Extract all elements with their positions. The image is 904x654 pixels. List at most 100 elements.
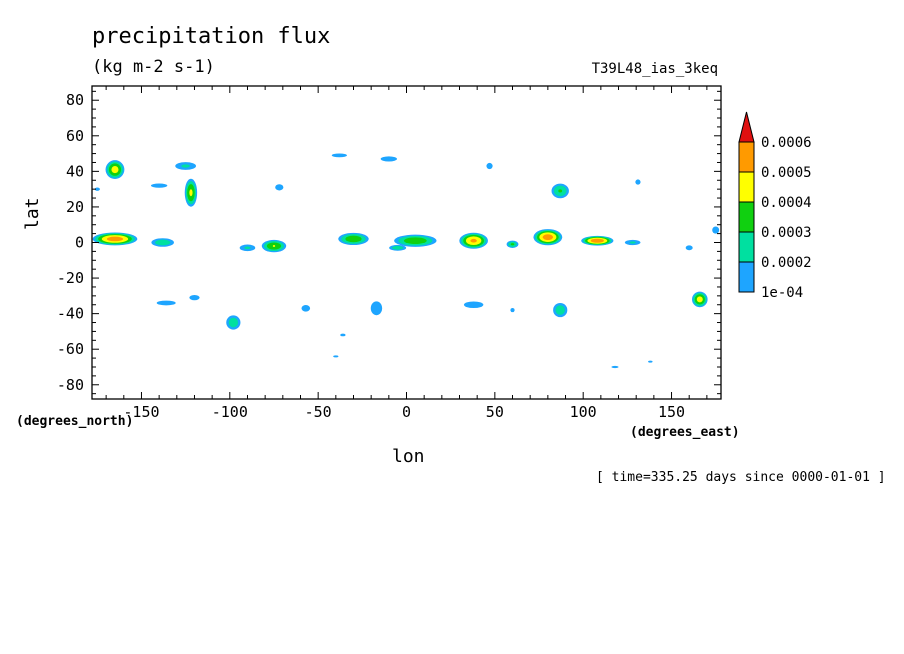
contour-level-5: [590, 238, 604, 243]
precip-cell: [712, 226, 720, 234]
contour-level-1: [463, 301, 484, 309]
precip-cell: [105, 160, 125, 179]
precip-cell: [156, 300, 176, 306]
colorbar-overflow-arrow: [738, 111, 755, 143]
precip-cell: [239, 244, 256, 252]
contour-level-1: [150, 183, 168, 188]
precip-cell: [338, 232, 369, 246]
precip-cell: [150, 183, 168, 188]
contour-level-3: [558, 189, 563, 193]
chart-units-subtitle: (kg m-2 s-1): [92, 57, 215, 77]
x-tick-label: 100: [570, 403, 597, 421]
y-tick-label: -40: [57, 305, 84, 323]
contour-level-4: [272, 245, 276, 248]
precip-cell: [510, 307, 515, 313]
x-tick-label: 150: [658, 403, 685, 421]
contour-level-1: [510, 307, 515, 313]
y-tick-label: -20: [57, 269, 84, 287]
colorbar-segment: [738, 141, 755, 173]
colorbar-segment: [738, 171, 755, 203]
x-tick-label: -150: [123, 403, 159, 421]
x-tick-label: 50: [486, 403, 504, 421]
y-tick-label: 60: [66, 127, 84, 145]
y-tick-label: 80: [66, 91, 84, 109]
y-tick-label: -80: [57, 376, 84, 394]
precip-cell: [581, 235, 614, 246]
contour-level-1: [301, 305, 311, 312]
contour-level-3: [510, 243, 515, 246]
contour-level-2: [244, 246, 251, 250]
contour-level-1: [340, 333, 346, 337]
contour-level-1: [94, 187, 100, 191]
x-tick-label: 0: [402, 403, 411, 421]
precip-cell: [506, 240, 519, 248]
colorbar: 1e-04 0.0002 0.0003 0.0004 0.0005 0.0006: [738, 111, 812, 301]
precip-cell: [486, 162, 493, 170]
contour-level-1: [712, 226, 720, 234]
precip-cell: [648, 360, 653, 363]
contour-level-1: [370, 301, 383, 316]
contour-level-1: [685, 245, 693, 251]
chart-title: precipitation flux: [92, 24, 331, 49]
contour-level-1: [635, 179, 641, 185]
contour-level-1: [648, 360, 653, 363]
precip-cell: [301, 305, 311, 312]
precip-cell: [691, 291, 708, 308]
contour-level-2: [391, 245, 404, 250]
run-label: T39L48_ias_3keq: [591, 61, 718, 77]
contour-level-1: [275, 184, 284, 191]
precip-cell: [340, 333, 346, 337]
contour-level-4: [696, 296, 703, 303]
precip-cell: [333, 355, 339, 358]
precip-cell: [370, 301, 383, 316]
precip-cell: [533, 229, 563, 246]
contour-level-1: [486, 162, 493, 170]
contour-level-1: [333, 355, 339, 358]
precip-cell: [151, 238, 174, 247]
contour-level-2: [228, 317, 239, 328]
precip-cell: [635, 179, 641, 185]
colorbar-segment: [738, 201, 755, 233]
contour-level-1: [156, 300, 176, 306]
contour-level-5: [106, 236, 124, 242]
contour-level-5: [542, 234, 554, 241]
colorbar-label: 1e-04: [761, 285, 803, 301]
x-tick-label: -100: [212, 403, 248, 421]
precip-cell: [331, 153, 347, 158]
y-tick-label: 40: [66, 162, 84, 180]
colorbar-label: 0.0003: [761, 225, 812, 241]
contour-level-1: [611, 365, 619, 369]
colorbar-label: 0.0004: [761, 195, 812, 211]
y-tick-label: 20: [66, 198, 84, 216]
contour-level-2: [629, 241, 636, 244]
contour-level-2: [555, 305, 565, 315]
x-tick-label: -50: [305, 403, 332, 421]
y-axis: 80 60 40 20 0 -20 -40 -60 -80: [57, 90, 721, 395]
y-tick-label: -60: [57, 340, 84, 358]
precip-cell: [551, 183, 569, 199]
contour-level-3: [403, 237, 427, 245]
colorbar-segment: [738, 231, 755, 263]
contour-level-1: [380, 156, 398, 162]
precip-cell: [553, 302, 568, 318]
precip-cell: [189, 295, 200, 301]
precip-cell: [275, 184, 284, 191]
precip-cell: [94, 187, 100, 191]
colorbar-label: 0.0005: [761, 165, 812, 181]
colorbar-segment: [738, 261, 755, 293]
contour-level-1: [331, 153, 347, 158]
precip-cell: [92, 232, 138, 246]
x-axis-units: (degrees_east): [630, 425, 740, 440]
precip-cell: [611, 365, 619, 369]
precip-cell: [261, 239, 287, 253]
contour-level-4: [189, 189, 193, 197]
colorbar-label: 0.0006: [761, 135, 812, 151]
precip-cell: [685, 245, 693, 251]
contour-fill-layer: [92, 153, 720, 369]
y-axis-label: lat: [22, 197, 43, 230]
time-footer: [ time=335.25 days since 0000-01-01 ]: [596, 470, 886, 485]
precip-cell: [184, 178, 198, 207]
y-axis-units: (degrees_north): [16, 414, 134, 429]
precip-cell: [624, 239, 641, 246]
